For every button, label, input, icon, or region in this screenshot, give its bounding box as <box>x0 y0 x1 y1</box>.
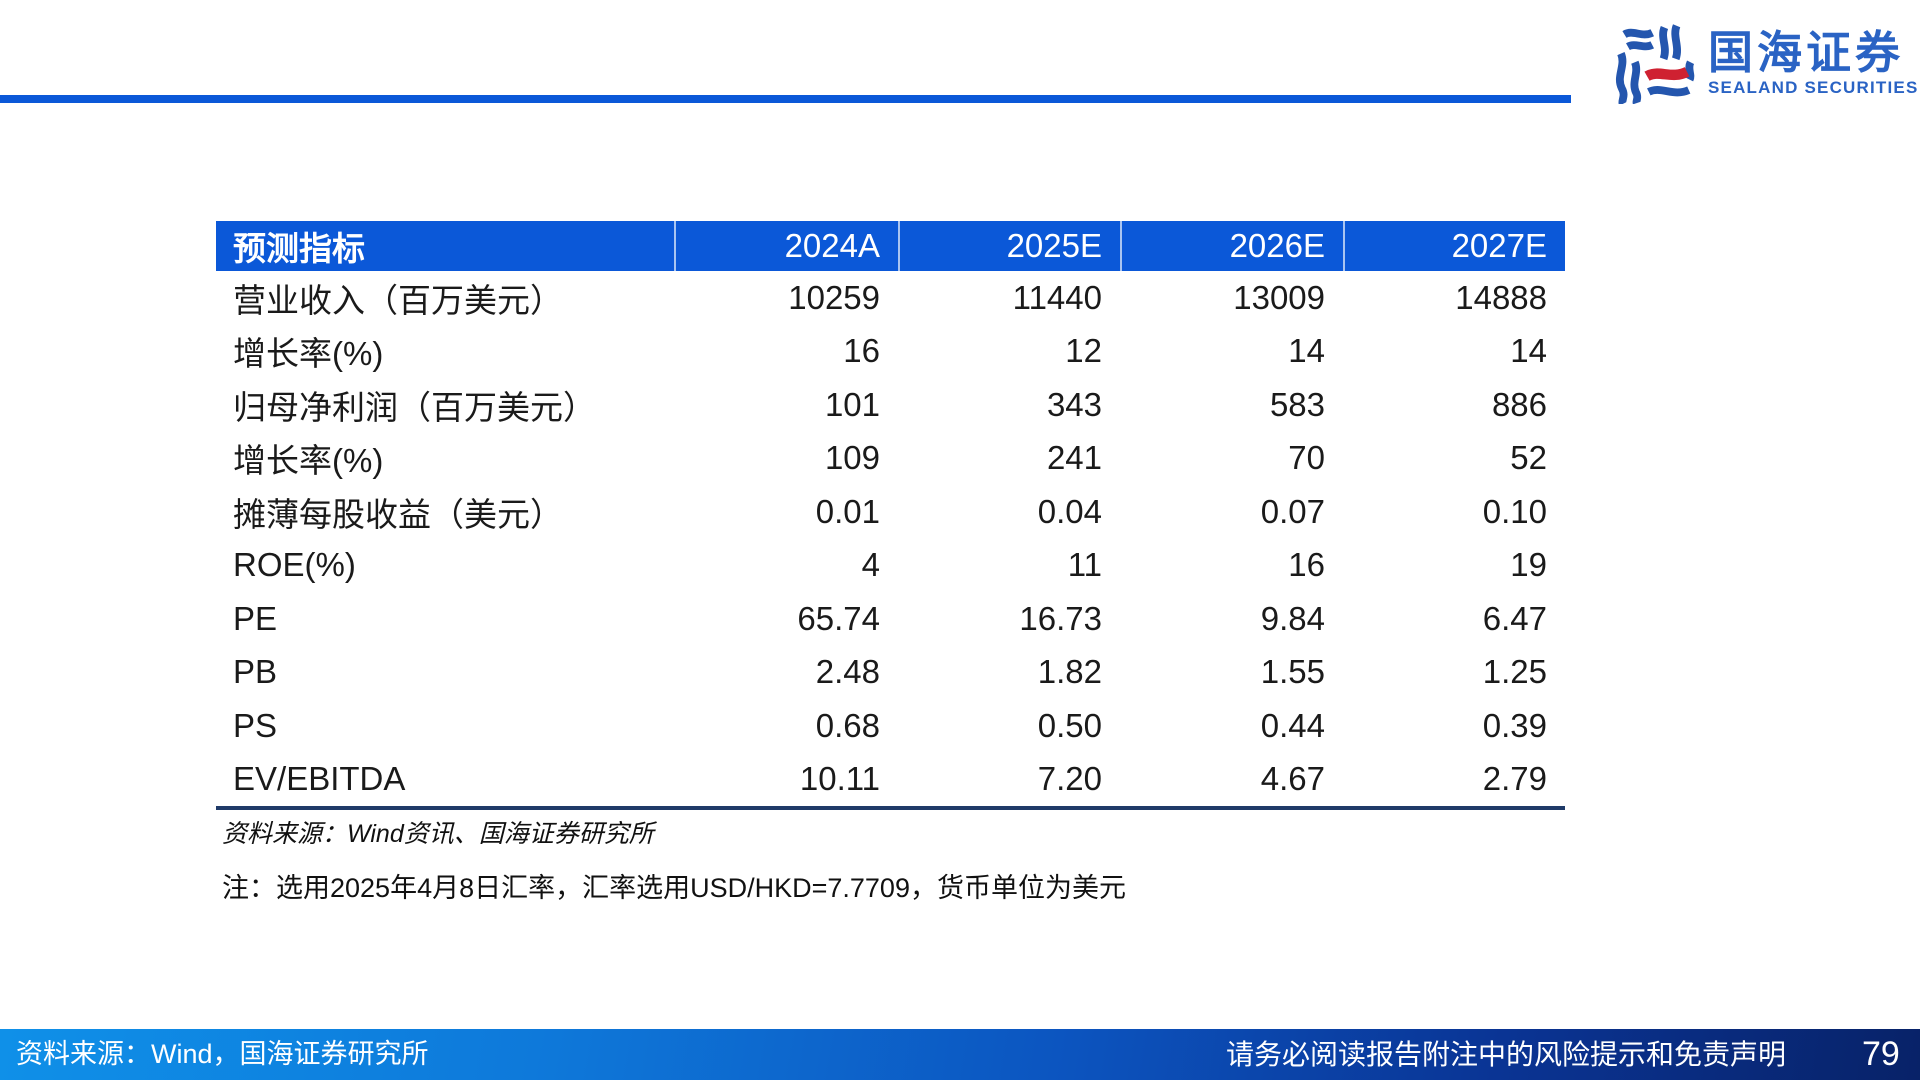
logo-company-name-en: SEALAND SECURITIES <box>1708 78 1919 97</box>
sealand-logo-icon <box>1615 24 1695 104</box>
row-label: ROE(%) <box>233 546 356 584</box>
cell-value: 583 <box>1269 385 1325 423</box>
cell-value: 343 <box>1046 385 1102 423</box>
cell-value: 16.73 <box>1019 599 1102 637</box>
cell-value: 10259 <box>788 278 880 316</box>
footer-bar: 资料来源：Wind，国海证券研究所 请务必阅读报告附注中的风险提示和免责声明 7… <box>0 1029 1920 1080</box>
table-row: ROE(%) 4 11 16 19 <box>216 539 1565 593</box>
cell-value: 241 <box>1046 439 1102 477</box>
cell-value: 16 <box>1288 546 1325 584</box>
table-source-note: 资料来源：Wind资讯、国海证券研究所 <box>222 820 654 848</box>
cell-value: 1.82 <box>1037 653 1102 691</box>
cell-value: 14888 <box>1455 278 1547 316</box>
cell-value: 1.55 <box>1260 653 1325 691</box>
cell-value: 101 <box>824 385 880 423</box>
logo-text: 国海证券 SEALAND SECURITIES <box>1708 30 1919 98</box>
row-label: 营业收入（百万美元） <box>233 281 563 319</box>
cell-value: 14 <box>1288 332 1325 370</box>
row-label: PE <box>233 599 278 637</box>
cell-value: 0.01 <box>815 492 880 530</box>
exchange-rate-note: 注：选用2025年4月8日汇率，汇率选用USD/HKD=7.7709，货币单位为… <box>222 873 1126 903</box>
table-row: EV/EBITDA 10.11 7.20 4.67 2.79 <box>216 753 1565 807</box>
cell-value: 11 <box>1067 546 1102 584</box>
footer-source-text: 资料来源：Wind，国海证券研究所 <box>16 1039 429 1069</box>
row-label: 增长率(%) <box>233 335 384 373</box>
cell-value: 10.11 <box>799 760 880 798</box>
company-logo: 国海证券 SEALAND SECURITIES <box>1610 24 1919 104</box>
forecast-table-header-row: 预测指标 2024A 2025E 2026E 2027E <box>216 221 1565 271</box>
cell-value: 6.47 <box>1482 599 1547 637</box>
cell-value: 13009 <box>1233 278 1325 316</box>
cell-value: 12 <box>1065 332 1102 370</box>
table-row: PB 2.48 1.82 1.55 1.25 <box>216 646 1565 700</box>
cell-value: 2.48 <box>815 653 880 691</box>
cell-value: 1.25 <box>1482 653 1547 691</box>
column-header-indicator: 预测指标 <box>233 230 365 267</box>
table-row: 增长率(%) 109 241 70 52 <box>216 432 1565 486</box>
cell-value: 0.44 <box>1260 706 1325 744</box>
row-label: PS <box>233 706 278 744</box>
table-row: PE 65.74 16.73 9.84 6.47 <box>216 592 1565 646</box>
row-label: 归母净利润（百万美元） <box>233 388 596 426</box>
cell-value: 52 <box>1510 439 1547 477</box>
row-label: PB <box>233 653 278 691</box>
cell-value: 70 <box>1288 439 1325 477</box>
cell-value: 19 <box>1510 546 1547 584</box>
table-row: 增长率(%) 16 12 14 14 <box>216 325 1565 379</box>
table-row: 摊薄每股收益（美元） 0.01 0.04 0.07 0.10 <box>216 485 1565 539</box>
cell-value: 65.74 <box>797 599 880 637</box>
cell-value: 11440 <box>1012 278 1102 316</box>
cell-value: 2.79 <box>1482 760 1547 798</box>
table-row: 营业收入（百万美元） 10259 11440 13009 14888 <box>216 271 1565 325</box>
cell-value: 0.39 <box>1482 706 1547 744</box>
header-divider-line <box>0 95 1571 103</box>
table-row: 归母净利润（百万美元） 101 343 583 886 <box>216 378 1565 432</box>
footer-disclaimer-text: 请务必阅读报告附注中的风险提示和免责声明 <box>1226 1039 1787 1070</box>
cell-value: 886 <box>1491 385 1547 423</box>
row-label: 增长率(%) <box>233 442 384 480</box>
cell-value: 16 <box>843 332 880 370</box>
cell-value: 109 <box>824 439 880 477</box>
cell-value: 4.67 <box>1260 760 1325 798</box>
cell-value: 0.10 <box>1482 492 1547 530</box>
cell-value: 7.20 <box>1037 760 1102 798</box>
page-number: 79 <box>1862 1035 1900 1073</box>
row-label: 摊薄每股收益（美元） <box>233 495 563 533</box>
forecast-table: 预测指标 2024A 2025E 2026E 2027E 营业收入（百万美元） … <box>216 221 1565 810</box>
column-header-2025E: 2025E <box>898 221 1120 271</box>
logo-company-name-cn: 国海证券 <box>1708 27 1905 78</box>
cell-value: 0.04 <box>1037 492 1102 530</box>
cell-value: 9.84 <box>1260 599 1325 637</box>
column-header-2024A: 2024A <box>674 221 898 271</box>
row-label: EV/EBITDA <box>233 760 406 798</box>
cell-value: 0.68 <box>815 706 880 744</box>
cell-value: 0.07 <box>1260 492 1325 530</box>
column-header-2026E: 2026E <box>1120 221 1343 271</box>
cell-value: 14 <box>1510 332 1547 370</box>
table-row: PS 0.68 0.50 0.44 0.39 <box>216 699 1565 753</box>
cell-value: 0.50 <box>1037 706 1102 744</box>
column-header-2027E: 2027E <box>1343 221 1565 271</box>
cell-value: 4 <box>861 546 880 584</box>
